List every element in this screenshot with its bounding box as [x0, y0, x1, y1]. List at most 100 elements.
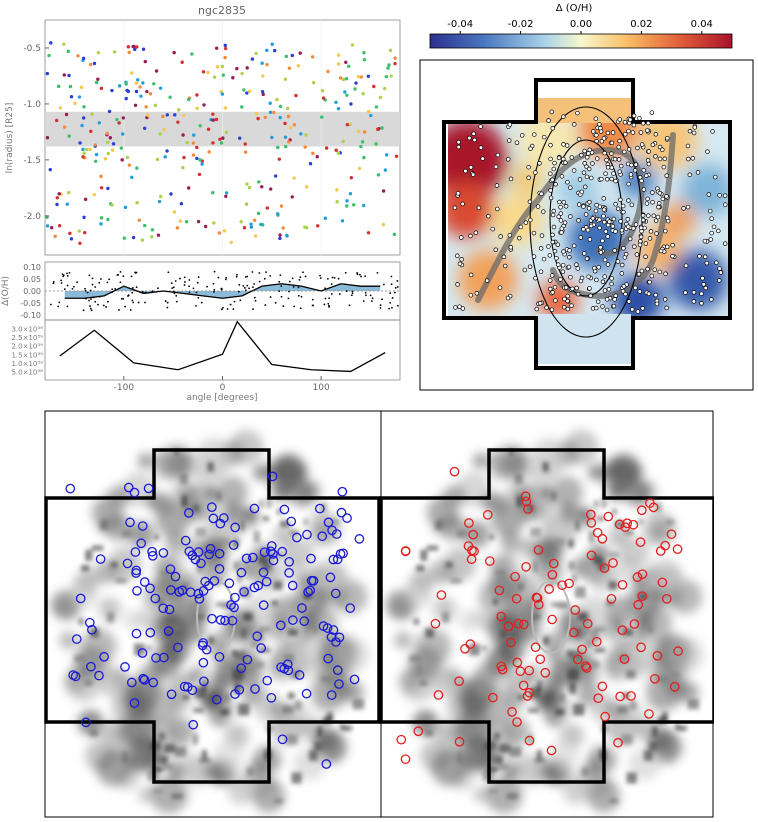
hii-marker [645, 120, 651, 126]
hii-marker [633, 222, 639, 227]
hii-marker [629, 307, 635, 312]
hii-marker [657, 269, 663, 275]
radius-point [152, 82, 156, 86]
hii-marker [550, 212, 556, 218]
radius-point [99, 222, 103, 226]
gray-pixel [174, 746, 187, 757]
radius-point [154, 69, 159, 73]
radius-y-label: ln(radius) [R25] [5, 103, 15, 174]
gray-pixel [239, 586, 251, 598]
marker-blue [129, 487, 140, 498]
hii-marker [533, 170, 538, 175]
hii-marker [594, 305, 599, 311]
hii-marker [644, 173, 649, 178]
radius-point [182, 113, 186, 118]
gray-pixel [417, 664, 422, 675]
marker-blue [125, 517, 135, 528]
radius-point [126, 45, 131, 49]
radius-point [224, 191, 229, 195]
delta-point [389, 292, 392, 295]
hii-marker [468, 165, 474, 170]
radius-point [285, 234, 289, 238]
gray-pixel [157, 599, 163, 605]
hii-marker [613, 178, 618, 184]
hii-marker [640, 306, 645, 311]
gray-pixel [557, 601, 569, 609]
marker-red [655, 546, 666, 556]
left-plots: ngc2835 -0.5 -1.0 -1.5 -2.0 ln(radius) [R25… [0, 0, 405, 405]
delta-point [319, 274, 321, 277]
colorbar-tick-label: 0.00 [570, 19, 592, 30]
hii-marker [585, 154, 590, 160]
delta-point [184, 281, 186, 283]
delta-y-ticks: 0.100.050.00-0.05-0.10 [20, 263, 41, 320]
radius-point [347, 64, 351, 68]
marker-red [644, 709, 654, 719]
delta-point [351, 292, 354, 295]
delta-point [144, 301, 146, 304]
radius-point [88, 147, 92, 152]
radius-point [117, 121, 121, 125]
radius-point [55, 196, 60, 200]
radius-point [135, 166, 139, 170]
delta-point [246, 284, 249, 287]
radius-point [96, 50, 101, 55]
gray-pixel [569, 650, 582, 660]
hii-marker [519, 133, 525, 138]
delta-point [124, 305, 127, 308]
hii-marker [468, 272, 474, 278]
hii-marker [495, 206, 500, 212]
gray-clump [80, 628, 117, 666]
radius-point [106, 217, 110, 222]
radius-point [66, 49, 70, 54]
delta-point [217, 276, 220, 279]
radius-point [359, 75, 364, 79]
hii-marker [722, 241, 728, 246]
hii-marker [599, 176, 604, 182]
radius-point [97, 121, 102, 125]
delta-point [195, 304, 197, 307]
radius-point [278, 236, 282, 241]
hii-marker [605, 165, 611, 170]
hii-marker [609, 140, 615, 146]
gray-pixel [262, 516, 270, 521]
radius-point [378, 95, 383, 100]
gray-emission-red [386, 429, 704, 814]
radius-point [198, 158, 202, 162]
delta-point [235, 275, 238, 278]
delta-point [131, 299, 134, 302]
marker-blue [131, 628, 142, 639]
radius-point [211, 118, 215, 122]
radius-point [77, 95, 82, 99]
marker-blue [327, 525, 337, 536]
gray-pixel [194, 686, 206, 699]
radius-point [155, 157, 160, 162]
delta-point [239, 299, 242, 302]
delta-point [213, 290, 215, 293]
delta-point [127, 295, 129, 297]
radius-point [121, 116, 126, 120]
radius-point [214, 46, 219, 50]
delta-point [390, 275, 393, 278]
gray-clump [268, 702, 281, 715]
hii-marker [637, 116, 642, 121]
radius-point [110, 88, 114, 93]
marker-blue [286, 516, 297, 527]
angle-x-tick-label: 0 [220, 383, 226, 393]
marker-blue [228, 540, 239, 550]
hii-marker [658, 248, 664, 254]
marker-blue [345, 603, 356, 613]
hii-marker [591, 129, 596, 134]
radius-point [88, 62, 93, 67]
delta-point [328, 306, 330, 308]
radius-point [159, 194, 163, 199]
radius-angle-panel: -0.5-1.0-1.5-2.0 ln(radius) [R25] [5, 19, 401, 256]
gray-pixel [256, 630, 264, 641]
delta-point [220, 308, 223, 311]
radius-point [89, 129, 93, 133]
marker-red [613, 737, 623, 748]
hii-marker [562, 220, 568, 225]
radius-point [125, 88, 129, 93]
marker-blue [236, 663, 247, 674]
hii-marker [572, 122, 577, 127]
